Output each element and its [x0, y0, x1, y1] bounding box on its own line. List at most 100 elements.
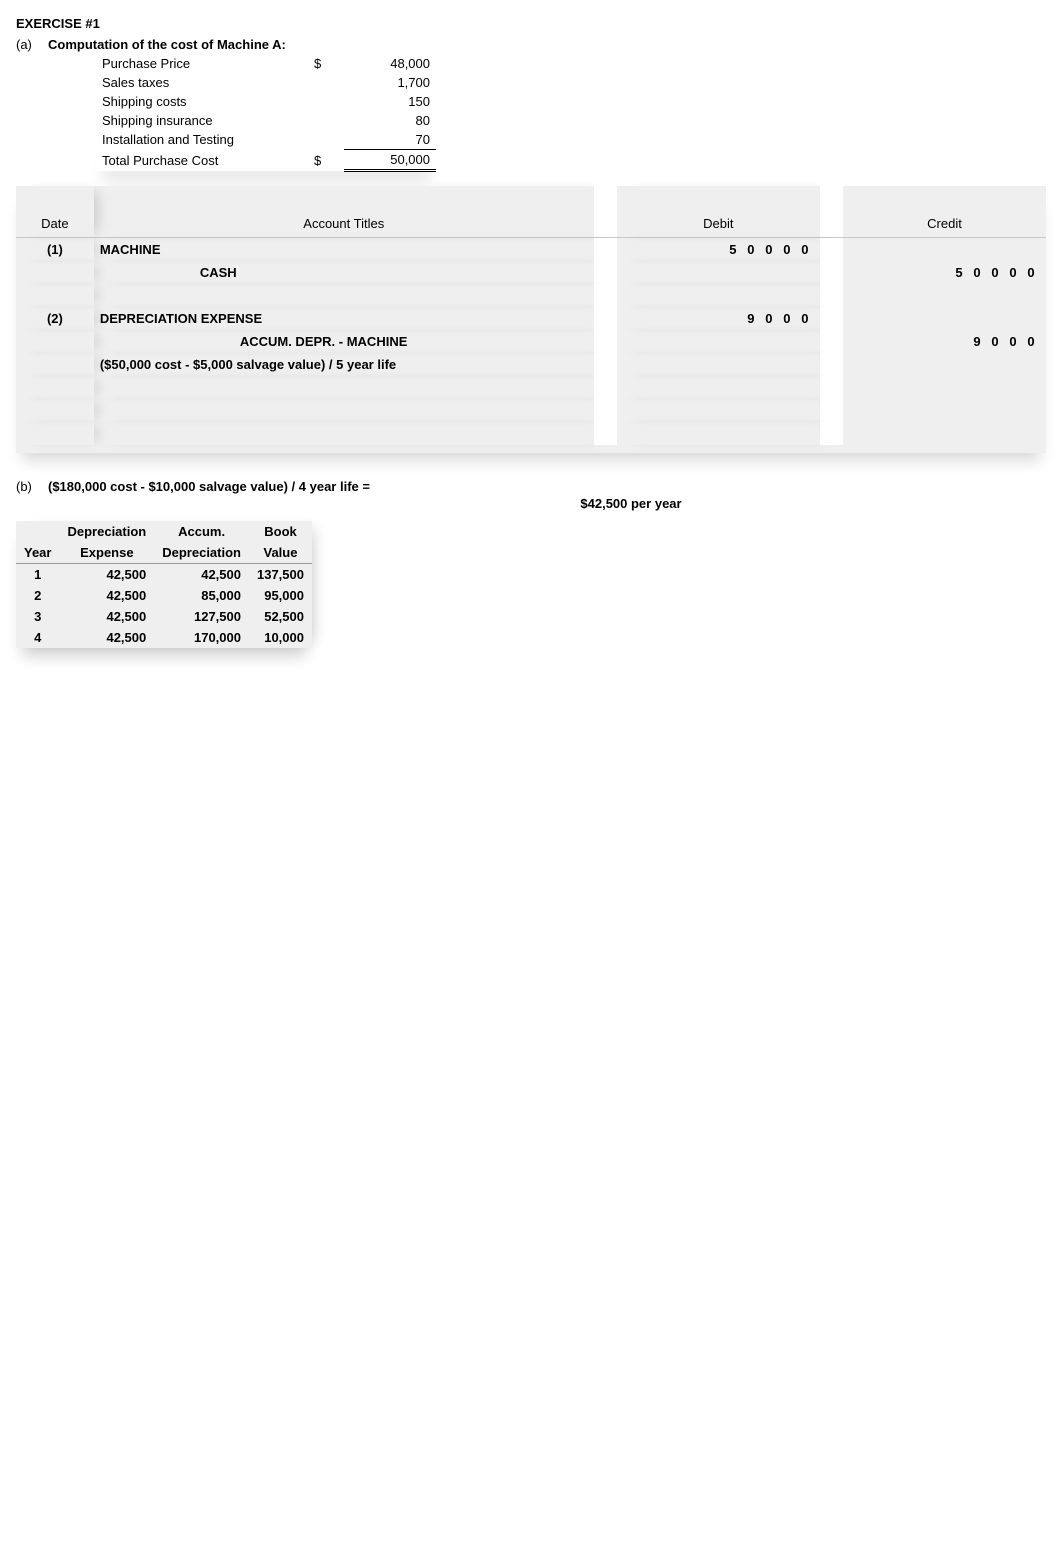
cost-row: Shipping costs 150: [96, 92, 436, 111]
cost-row-value: 150: [344, 92, 436, 111]
part-b-letter: (b): [16, 479, 40, 494]
schedule-row: 442,500170,00010,000: [16, 627, 312, 648]
cost-row: Sales taxes 1,700: [96, 73, 436, 92]
journal-debit: 9000: [617, 307, 820, 330]
part-b-formula: ($180,000 cost - $10,000 salvage value) …: [48, 479, 370, 494]
cost-row-label: Total Purchase Cost: [96, 150, 308, 171]
sched-head-year: Year: [16, 542, 59, 564]
cost-row-label: Purchase Price: [96, 54, 308, 73]
journal-row: CASH 50000: [16, 261, 1046, 284]
schedule-row: 242,50085,00095,000: [16, 585, 312, 606]
schedule-bv: 52,500: [249, 606, 312, 627]
journal-header-date: Date: [16, 186, 94, 238]
sched-head-bv1: Book: [249, 521, 312, 542]
journal-date: [16, 261, 94, 284]
digit: [724, 311, 742, 326]
journal-credit: [843, 353, 1046, 376]
schedule-row: 142,50042,500137,500: [16, 564, 312, 586]
schedule-dep: 42,500: [59, 585, 154, 606]
journal-debit: [617, 330, 820, 353]
cost-row-value: 70: [344, 130, 436, 150]
journal-header-credit: Credit: [843, 186, 1046, 238]
cost-row-symbol: [308, 92, 344, 111]
sched-head-dep1: Depreciation: [59, 521, 154, 542]
cost-row: Shipping insurance 80: [96, 111, 436, 130]
sched-head-dep2: Expense: [59, 542, 154, 564]
journal-account: CASH: [94, 261, 594, 284]
cost-row-label: Shipping insurance: [96, 111, 308, 130]
sched-head-acc1: Accum.: [154, 521, 249, 542]
digit: 5: [950, 265, 968, 280]
amount-digits: 50000: [623, 242, 814, 257]
digit: [932, 334, 950, 349]
sched-head-bv2: Value: [249, 542, 312, 564]
journal-header-debit: Debit: [617, 186, 820, 238]
schedule-row: 342,500127,50052,500: [16, 606, 312, 627]
depreciation-schedule-wrap: Depreciation Accum. Book Year Expense De…: [16, 521, 1046, 648]
digit: 0: [778, 242, 796, 257]
digit: 0: [778, 311, 796, 326]
journal-debit: 50000: [617, 238, 820, 261]
journal-date: [16, 330, 94, 353]
journal-credit: 9000: [843, 330, 1046, 353]
schedule-year: 3: [16, 606, 59, 627]
schedule-bv: 137,500: [249, 564, 312, 586]
journal-account: DEPRECIATION EXPENSE: [94, 307, 594, 330]
journal-table-wrap: Date Account Titles Debit Credit (1)MACH…: [16, 186, 1046, 453]
digit: [932, 265, 950, 280]
schedule-acc: 170,000: [154, 627, 249, 648]
journal-credit: [843, 238, 1046, 261]
depreciation-schedule: Depreciation Accum. Book Year Expense De…: [16, 521, 312, 648]
journal-date: [16, 353, 94, 376]
schedule-year: 2: [16, 585, 59, 606]
journal-date: (2): [16, 307, 94, 330]
cost-row-label: Sales taxes: [96, 73, 308, 92]
journal-blank-row: [16, 376, 1046, 399]
journal-blank-row: [16, 399, 1046, 422]
cost-row-label: Shipping costs: [96, 92, 308, 111]
digit: [706, 311, 724, 326]
part-a-heading-row: (a) Computation of the cost of Machine A…: [16, 37, 1046, 52]
cost-row-symbol: [308, 130, 344, 150]
cost-row-value: 48,000: [344, 54, 436, 73]
cost-row: Installation and Testing 70: [96, 130, 436, 150]
journal-row: (2)DEPRECIATION EXPENSE9000: [16, 307, 1046, 330]
part-b-result: $42,500 per year: [216, 496, 1046, 511]
digit: 5: [724, 242, 742, 257]
journal-blank-row: [16, 422, 1046, 445]
cost-row-value: 1,700: [344, 73, 436, 92]
journal-credit: 50000: [843, 261, 1046, 284]
schedule-acc: 127,500: [154, 606, 249, 627]
cost-row-label: Installation and Testing: [96, 130, 308, 150]
part-a-heading: Computation of the cost of Machine A:: [48, 37, 286, 52]
journal-row: (1)MACHINE50000: [16, 238, 1046, 261]
schedule-year: 1: [16, 564, 59, 586]
part-a-letter: (a): [16, 37, 40, 52]
amount-digits: 9000: [623, 311, 814, 326]
cost-row: Total Purchase Cost$50,000: [96, 150, 436, 171]
digit: 9: [742, 311, 760, 326]
spacer: [594, 186, 617, 238]
journal-date: (1): [16, 238, 94, 261]
schedule-acc: 85,000: [154, 585, 249, 606]
cost-row: Purchase Price$48,000: [96, 54, 436, 73]
journal-header-acct: Account Titles: [94, 186, 594, 238]
journal-account: ($50,000 cost - $5,000 salvage value) / …: [94, 353, 594, 376]
digit: [950, 334, 968, 349]
digit: 0: [968, 265, 986, 280]
digit: 0: [760, 242, 778, 257]
schedule-dep: 42,500: [59, 606, 154, 627]
digit: [706, 242, 724, 257]
digit: 0: [1022, 334, 1040, 349]
digit: 0: [796, 242, 814, 257]
part-b-formula-row: (b) ($180,000 cost - $10,000 salvage val…: [16, 479, 1046, 494]
digit: 0: [1004, 334, 1022, 349]
cost-row-value: 80: [344, 111, 436, 130]
schedule-dep: 42,500: [59, 564, 154, 586]
journal-debit: [617, 261, 820, 284]
journal-credit: [843, 307, 1046, 330]
journal-row: ACCUM. DEPR. - MACHINE9000: [16, 330, 1046, 353]
digit: 0: [796, 311, 814, 326]
journal-row: ($50,000 cost - $5,000 salvage value) / …: [16, 353, 1046, 376]
journal-account: MACHINE: [94, 238, 594, 261]
